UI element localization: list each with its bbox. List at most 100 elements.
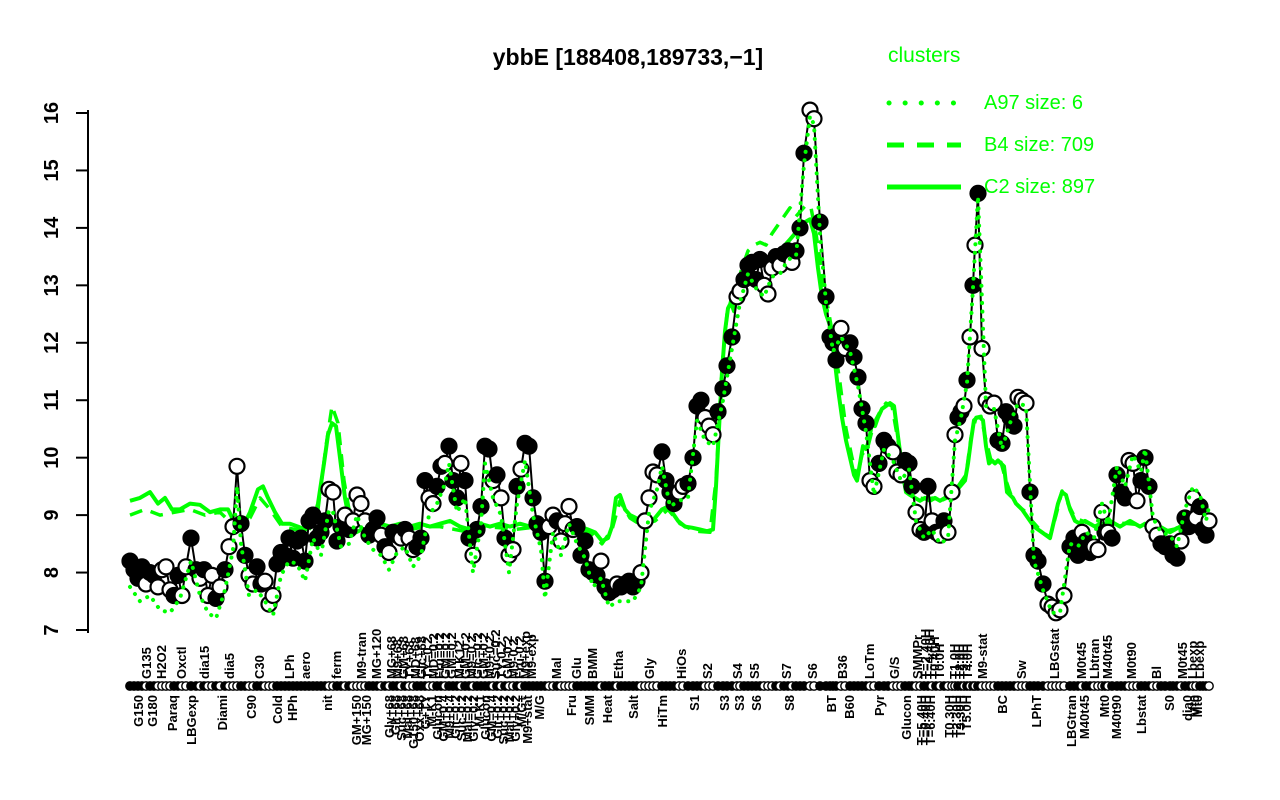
x-axis-label: M-K1 (424, 695, 439, 727)
x-axis-label: Glu (569, 657, 584, 679)
x-axis-label: Diami (215, 695, 230, 730)
x-axis-label: LBGtran (1064, 695, 1079, 747)
x-axis-label: T4.0H (960, 644, 975, 679)
x-axis-label: GM=0.2 (438, 632, 453, 679)
x-axis-label: T2.0H (952, 644, 967, 679)
x-axis-label: C30 (252, 655, 267, 679)
data-point (576, 532, 594, 550)
data-point (1021, 483, 1039, 501)
x-axis-label: Bl (1149, 666, 1164, 679)
data-point (1103, 529, 1121, 547)
x-axis-label: LPh (282, 654, 297, 679)
data-point (1191, 497, 1209, 516)
x-axis-label: M0t45 (1074, 642, 1089, 679)
data-point (452, 454, 470, 472)
x-axis-label: SMM (582, 695, 597, 725)
solid-line-sample-icon (887, 184, 961, 190)
x-axis-label: T1.0H (947, 644, 962, 679)
legend-item-c2: C2 size: 897 (886, 166, 1095, 208)
data-point (480, 440, 498, 458)
data-point (508, 477, 526, 495)
legend-label: B4 size: 709 (984, 133, 1095, 156)
x-axis-label: M40t45 (1100, 635, 1115, 679)
x-axis-label: M0t45 (1175, 642, 1190, 679)
x-axis-label: BC (995, 694, 1010, 713)
x-axis-label: LPhT (1029, 695, 1044, 728)
data-point (636, 512, 654, 530)
x-axis-label: Mal+0.2 (502, 695, 517, 742)
data-point (787, 242, 805, 260)
x-axis-label: T0.0H (932, 644, 947, 679)
y-axis-tick-label: 7 (41, 624, 63, 635)
y-axis: 7 8 9 10 11 12 13 14 15 16 (41, 102, 89, 636)
x-axis-label: Mal=0.2 (460, 695, 475, 742)
x-axis-label: GM=0.2 (444, 632, 459, 679)
x-axis-label: Gly=0.2 (466, 695, 481, 742)
data-point (592, 552, 610, 570)
x-axis-label: M9+0.4 (442, 694, 457, 738)
gene-profile-points (121, 101, 1218, 622)
x-axis-label: M9+68 (390, 639, 405, 679)
x-axis-label: G150 (131, 695, 146, 727)
data-point (324, 483, 342, 501)
y-axis-tick-label: 15 (41, 159, 63, 181)
x-axis-label: Glt+68 (388, 695, 403, 735)
x-axis-label: Paraq (165, 695, 180, 731)
x-axis-label: Glucon (478, 695, 493, 740)
x-axis-label: M-K1 (472, 695, 487, 727)
x-axis-label: LBGstat (1047, 628, 1062, 679)
x-axis-label: Fru (564, 695, 579, 716)
data-point (440, 437, 458, 455)
x-axis-label: BMM (585, 648, 600, 679)
x-axis-label: MD=0.2 (426, 633, 441, 679)
x-axis-label: HPh (285, 695, 300, 721)
x-axis-label: Glc=0.2 (470, 632, 485, 679)
x-axis-label: LBGexp (184, 695, 199, 745)
data-point (973, 339, 991, 358)
x-axis-label: T2.30H (949, 695, 964, 738)
data-point (1055, 586, 1073, 605)
x-axis-label: dia5 (222, 653, 237, 679)
data-point (248, 558, 266, 576)
x-axis-label: S0 (1162, 695, 1177, 711)
data-point (1168, 549, 1186, 567)
data-point (751, 250, 769, 269)
x-axis-label: LoTm (862, 644, 877, 679)
rug-mark (1204, 681, 1214, 691)
x-axis-label: Gly+68 (382, 695, 397, 738)
x-axis-label: T=0.40H (918, 695, 933, 745)
x-axis-label: HiTm (655, 695, 670, 728)
x-axis-label: M40t45 (1077, 695, 1092, 739)
x-axis-label: T3.30H (953, 695, 968, 738)
data-point (832, 319, 850, 337)
x-axis-label: Lbstat (1134, 694, 1149, 734)
legend-title: clusters (888, 44, 961, 67)
x-axis-label: Mal+68 (400, 695, 415, 739)
x-axis-label: Fru=0.2 (432, 632, 447, 679)
cluster-a97-dotted-line (128, 108, 1211, 622)
x-axis-label: TY-0.2 (494, 641, 509, 679)
data-point (653, 443, 671, 461)
x-axis-label: Sw (1014, 659, 1029, 679)
x-axis-label: Mt0 (1187, 695, 1202, 717)
x-axis-label: T=6.40H (923, 695, 938, 745)
x-axis-label: SMMPr (910, 635, 925, 679)
x-axis-label: H2O2 (154, 645, 169, 679)
x-axis-label: Suc-0.2 (454, 695, 469, 741)
data-point (1017, 394, 1035, 412)
x-axis-label: Suc+68 (394, 695, 409, 741)
data-point (488, 466, 506, 484)
x-axis-label: M40t90 (1109, 695, 1124, 739)
data-point (228, 457, 246, 475)
data-point (368, 509, 386, 527)
x-axis-label: Glucon (430, 695, 445, 740)
x-axis-label: Glucon (899, 695, 914, 740)
x-axis-label: Oxctl (174, 646, 189, 679)
data-point (704, 426, 722, 444)
x-axis-label: S7 (779, 663, 794, 679)
data-point (560, 497, 578, 516)
legend: clusters A97 size: 6 B4 size: 709 C2 siz… (886, 44, 1095, 208)
x-axis-label: Glt+0.2 (490, 695, 505, 739)
data-point (1197, 526, 1215, 544)
x-axis-label: Suc=0.2 (488, 629, 503, 679)
